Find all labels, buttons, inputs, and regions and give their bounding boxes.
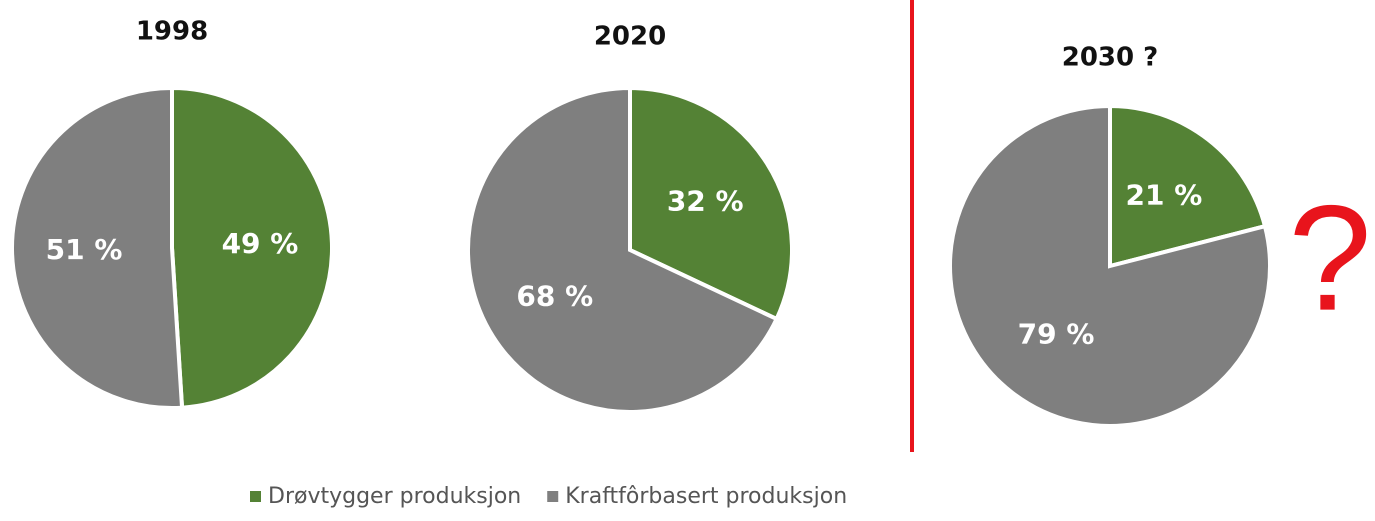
value-label: 49 % [222, 227, 299, 260]
chart-title: 2030 ? [1062, 43, 1159, 73]
value-label: 21 % [1126, 178, 1203, 211]
legend-label: Kraftfôrbasert produksjon [565, 484, 847, 509]
pie-slice [947, 103, 1272, 428]
legend-label: Drøvtygger produksjon [268, 484, 521, 509]
value-label: 32 % [667, 184, 744, 217]
annotation: ? [1288, 174, 1371, 342]
chart-title: 1998 [136, 17, 208, 47]
legend-swatch [250, 491, 261, 502]
chart-title: 2020 [594, 22, 666, 52]
pie-slice [9, 85, 185, 410]
pie-slice [466, 85, 780, 414]
value-label: 51 % [46, 233, 123, 266]
pie-slice [628, 85, 794, 322]
value-label: 68 % [516, 280, 593, 313]
pie-slice [1108, 103, 1268, 269]
legend-swatch [547, 491, 559, 502]
value-label: 79 % [1018, 318, 1095, 351]
pie-slice [170, 85, 334, 410]
